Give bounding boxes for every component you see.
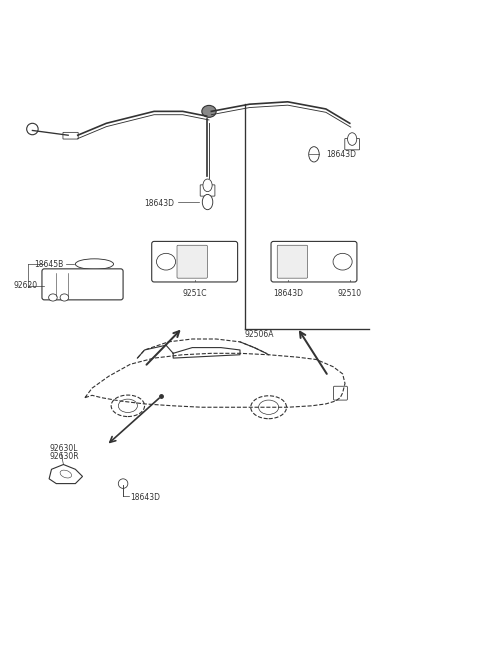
Circle shape — [27, 124, 38, 135]
Ellipse shape — [60, 470, 72, 478]
Ellipse shape — [111, 395, 144, 417]
Ellipse shape — [203, 179, 212, 192]
FancyBboxPatch shape — [152, 241, 238, 282]
FancyBboxPatch shape — [345, 139, 360, 150]
Text: 18643D: 18643D — [130, 493, 160, 503]
Text: 18643D: 18643D — [326, 150, 356, 159]
Text: 92506A: 92506A — [244, 330, 274, 340]
FancyBboxPatch shape — [200, 185, 215, 196]
Ellipse shape — [348, 133, 357, 145]
Text: 18643D: 18643D — [273, 289, 303, 298]
Ellipse shape — [309, 147, 319, 162]
Text: 92510: 92510 — [338, 289, 362, 298]
FancyBboxPatch shape — [334, 386, 348, 400]
FancyBboxPatch shape — [277, 245, 308, 278]
Text: 18643D: 18643D — [144, 199, 175, 208]
Ellipse shape — [60, 294, 69, 301]
Ellipse shape — [202, 105, 216, 118]
Polygon shape — [49, 464, 83, 484]
Ellipse shape — [156, 254, 176, 270]
Circle shape — [118, 479, 128, 488]
Ellipse shape — [48, 294, 57, 301]
Ellipse shape — [251, 396, 287, 419]
FancyBboxPatch shape — [271, 241, 357, 282]
FancyBboxPatch shape — [63, 132, 78, 139]
Ellipse shape — [75, 259, 114, 269]
Text: 92620: 92620 — [13, 281, 37, 290]
Text: 18645B: 18645B — [34, 260, 63, 269]
Ellipse shape — [333, 254, 352, 270]
Ellipse shape — [202, 194, 213, 210]
Text: 92630L: 92630L — [49, 444, 78, 453]
Ellipse shape — [259, 400, 279, 415]
FancyBboxPatch shape — [177, 245, 207, 278]
Ellipse shape — [118, 399, 137, 413]
FancyBboxPatch shape — [42, 269, 123, 300]
Text: 9251C: 9251C — [182, 289, 207, 298]
Text: 92630R: 92630R — [49, 452, 79, 461]
